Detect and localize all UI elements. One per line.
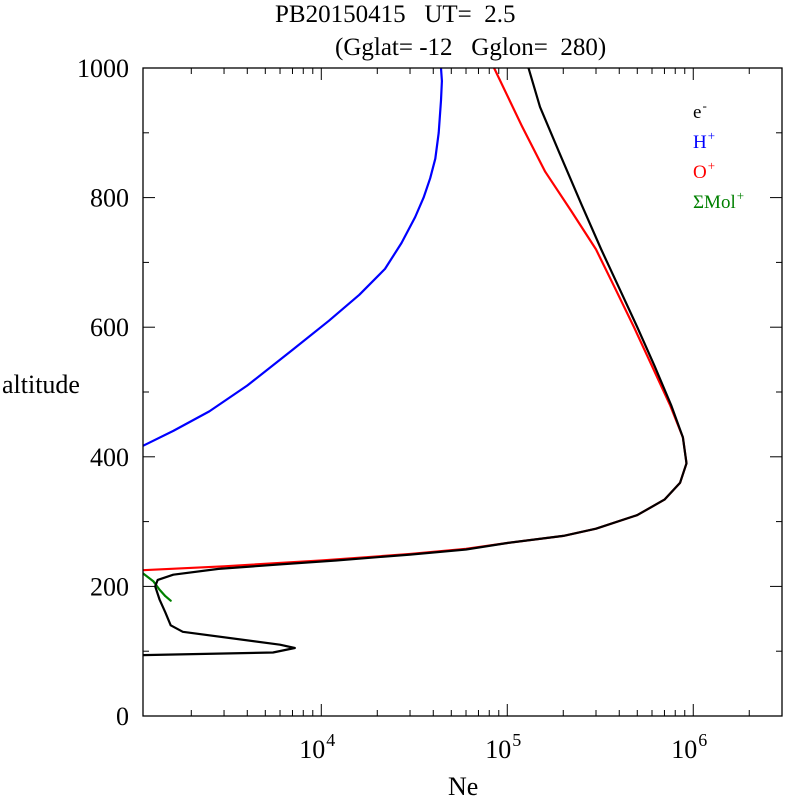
series-line-2 — [143, 68, 688, 572]
plot-frame — [142, 67, 783, 717]
y-axis-label: altitude — [2, 370, 80, 399]
series-line-1 — [143, 572, 172, 602]
y-tick-label: 0 — [116, 702, 129, 731]
chart-title-line2: (Gglat= -12 Gglon= 280) — [335, 34, 607, 61]
legend-item: H+ — [693, 128, 715, 153]
series-line-3 — [143, 68, 688, 657]
series-lines — [143, 68, 688, 657]
legend-item: e- — [693, 98, 707, 123]
x-tick-label: 104 — [299, 730, 335, 764]
legend-item: ΣMol+ — [693, 188, 744, 213]
series-line-0 — [143, 68, 443, 447]
legend: e- H+ O+ ΣMol+ — [693, 98, 744, 213]
y-tick-label: 1000 — [77, 54, 129, 83]
y-tick-label: 600 — [90, 313, 129, 342]
x-tick-label: 105 — [485, 730, 521, 764]
y-tick-label: 400 — [90, 443, 129, 472]
y-tick-label: 800 — [90, 184, 129, 213]
x-tick-label: 106 — [671, 730, 707, 764]
tick-labels: 0 200 400 600 800 1000 104 105 106 — [77, 54, 707, 764]
y-tick-label: 200 — [90, 572, 129, 601]
chart-title-line1: PB20150415 UT= 2.5 — [275, 1, 516, 28]
legend-item: O+ — [693, 158, 715, 183]
